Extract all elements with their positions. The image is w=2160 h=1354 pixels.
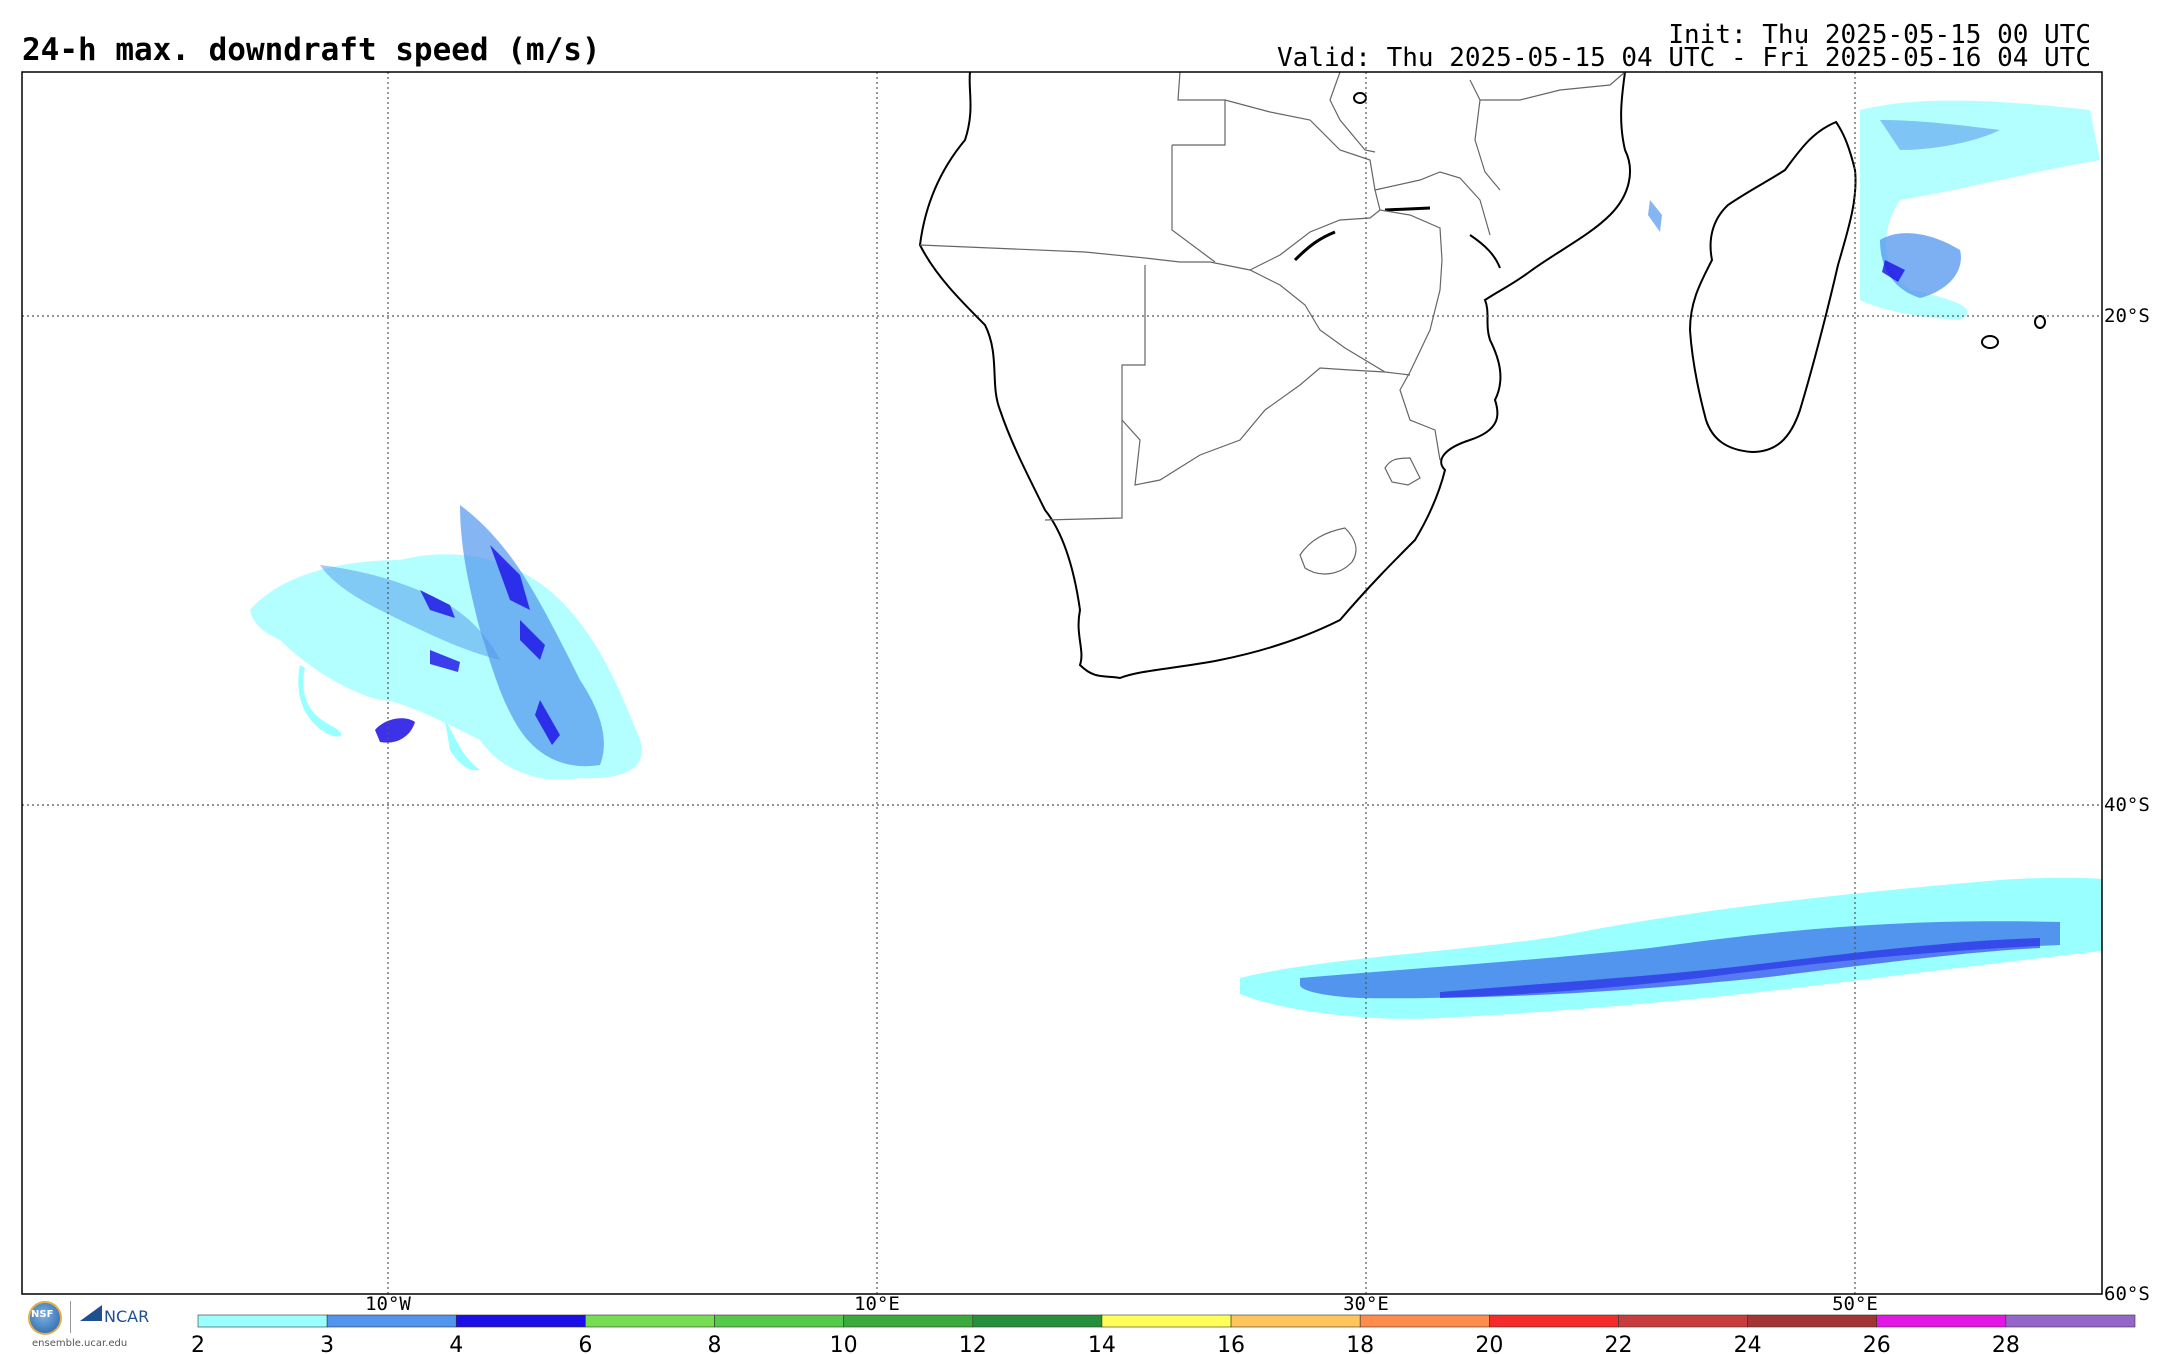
africa-coastline [918,72,1631,680]
land-outlines [918,72,2046,680]
colorbar-tick-label: 2 [191,1333,205,1354]
colorbar-swatch [972,1314,1103,1328]
colorbar-tick-label: 12 [959,1333,987,1354]
lon-label: 50°E [1832,1293,1878,1315]
colorbar-swatch [1489,1314,1619,1328]
graticule [22,72,2102,1294]
colorbar-tick-label: 26 [1863,1333,1891,1354]
colorbar-swatch [1876,1314,2007,1328]
source-url: ensemble.ucar.edu [32,1338,128,1349]
colorbar-swatch [2005,1314,2136,1328]
southern-downdraft-band [1240,877,2102,1019]
colorbar-swatch [197,1314,328,1328]
colorbar-tick-label: 10 [830,1333,858,1354]
lon-label: 10°W [365,1293,411,1315]
valid-time: Valid: Thu 2025-05-15 04 UTC - Fri 2025-… [1277,43,2091,73]
colorbar-tick-label: 14 [1088,1333,1116,1354]
colorbar-tick-label: 6 [578,1333,592,1354]
nsf-seal-icon [28,1301,62,1335]
ncar-mark-icon [80,1305,102,1321]
colorbar-tick-label: 28 [1992,1333,2020,1354]
colorbar-tick-label: 16 [1217,1333,1245,1354]
colorbar-swatch [1101,1314,1232,1328]
ncar-wordmark: NCAR [104,1307,150,1326]
colorbar-swatch [585,1314,715,1328]
colorbar-swatch [1747,1314,1878,1328]
ncar-logo: NSF NCAR [22,1297,157,1353]
colorbar-swatch [1618,1314,1748,1328]
nsf-seal-text: NSF [31,1309,54,1320]
init-time: Init: Thu 2025-05-15 00 UTC [1668,20,2091,50]
colorbar-tick-label: 18 [1346,1333,1374,1354]
lat-label: 60°S [2104,1283,2150,1305]
lat-label: 20°S [2104,305,2150,327]
lon-label: 30°E [1343,1293,1389,1315]
colorbar: 2 3 4 6 8 10 12 14 16 18 20 22 24 26 28 [191,1314,2136,1354]
lon-label: 10°E [854,1293,900,1315]
lat-label: 40°S [2104,794,2150,816]
western-downdraft-swirl [250,505,642,780]
map-frame [21,71,2103,1295]
colorbar-swatch [714,1314,844,1328]
colorbar-tick-label: 24 [1734,1333,1762,1354]
colorbar-tick-label: 4 [449,1333,463,1354]
map-title: 24-h max. downdraft speed (m/s) [22,32,601,68]
madagascar-coastline [1688,120,1857,454]
colorbar-swatch [455,1314,586,1328]
colorbar-tick-label: 8 [708,1333,722,1354]
colorbar-swatch [843,1314,974,1328]
colorbar-swatch [1230,1314,1361,1328]
colorbar-swatch [1359,1314,1490,1328]
colorbar-swatch [326,1314,457,1328]
colorbar-tick-label: 22 [1604,1333,1632,1354]
downdraft-field [250,100,2102,1019]
colorbar-tick-label: 3 [320,1333,334,1354]
northeast-downdraft-field [1648,100,2100,320]
colorbar-tick-label: 20 [1475,1333,1503,1354]
